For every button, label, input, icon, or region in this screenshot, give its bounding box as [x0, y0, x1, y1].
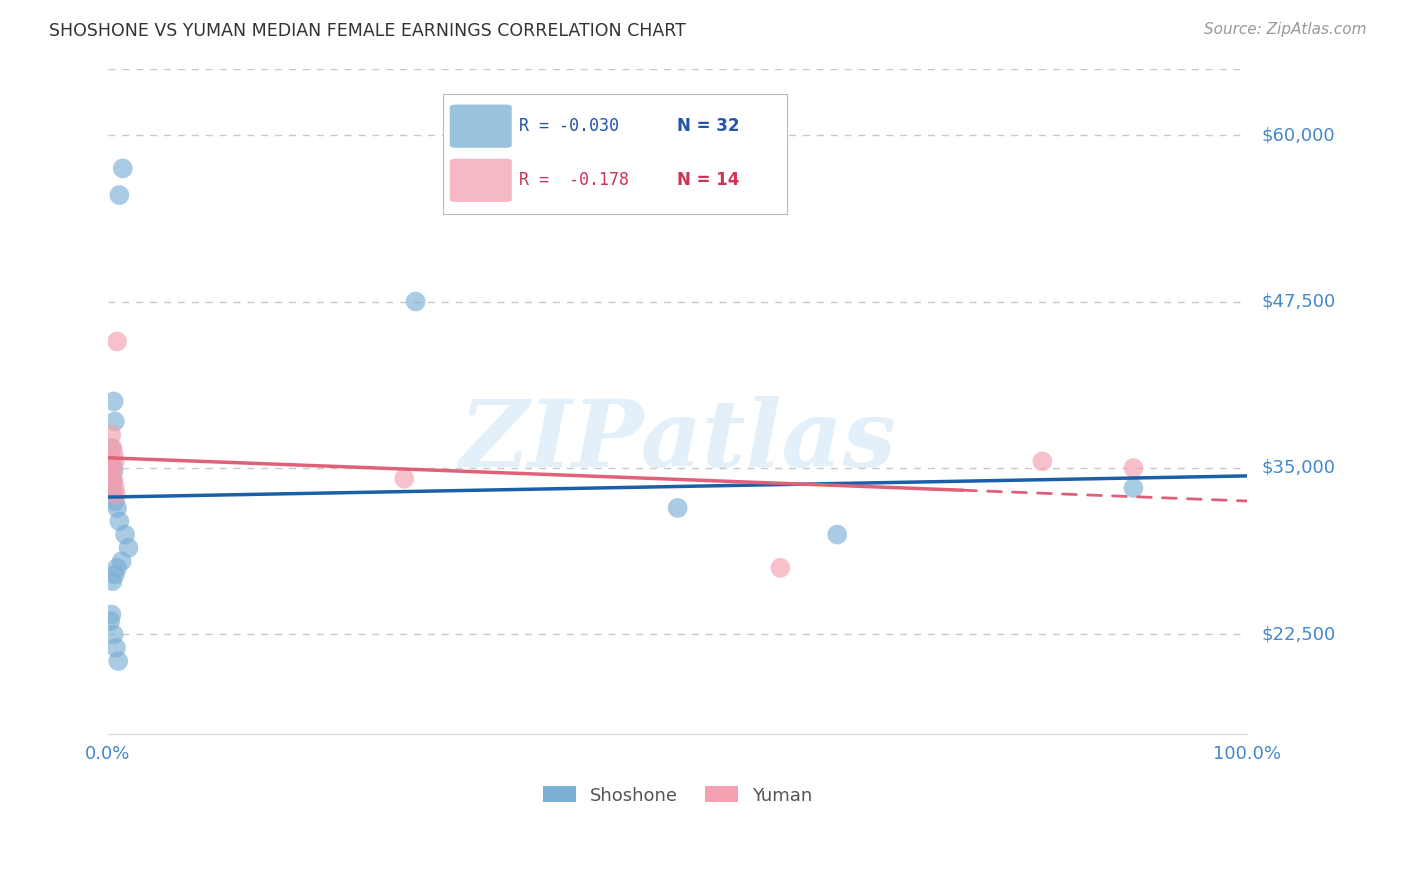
Point — [104, 640, 127, 655]
Text: Source: ZipAtlas.com: Source: ZipAtlas.com — [1204, 22, 1367, 37]
Point — [103, 394, 125, 409]
Point — [825, 527, 848, 541]
Point — [103, 475, 125, 489]
Point — [105, 561, 128, 575]
Point — [101, 574, 124, 589]
Point — [100, 427, 122, 442]
Point — [104, 567, 127, 582]
Text: R = -0.030: R = -0.030 — [519, 117, 619, 136]
Point — [104, 488, 127, 502]
Text: $60,000: $60,000 — [1261, 126, 1334, 145]
Text: $35,000: $35,000 — [1261, 459, 1336, 477]
Point — [103, 627, 125, 641]
FancyBboxPatch shape — [450, 159, 512, 202]
Point — [394, 472, 416, 486]
Point — [103, 488, 125, 502]
Point — [108, 188, 131, 202]
Point — [111, 554, 134, 568]
Point — [98, 454, 121, 468]
Point — [100, 461, 122, 475]
Point — [100, 607, 122, 622]
Point — [104, 481, 127, 495]
Point — [103, 464, 125, 478]
Point — [114, 527, 136, 541]
Point — [111, 161, 134, 176]
Point — [105, 500, 128, 515]
Text: ZIPatlas: ZIPatlas — [460, 396, 896, 486]
Point — [100, 481, 122, 495]
Point — [1122, 461, 1144, 475]
Point — [101, 475, 124, 489]
Point — [108, 514, 131, 528]
Text: N = 32: N = 32 — [678, 117, 740, 136]
Point — [1122, 481, 1144, 495]
Legend: Shoshone, Yuman: Shoshone, Yuman — [536, 779, 820, 812]
Point — [100, 472, 122, 486]
Text: N = 14: N = 14 — [678, 171, 740, 189]
Text: R =  -0.178: R = -0.178 — [519, 171, 628, 189]
Point — [104, 494, 127, 508]
Point — [98, 467, 121, 482]
Point — [1031, 454, 1053, 468]
Text: $47,500: $47,500 — [1261, 293, 1336, 310]
Point — [105, 334, 128, 349]
Point — [101, 458, 124, 473]
Point — [101, 467, 124, 482]
Point — [100, 441, 122, 455]
Point — [405, 294, 427, 309]
Text: $22,500: $22,500 — [1261, 625, 1336, 643]
Point — [107, 654, 129, 668]
Point — [769, 561, 792, 575]
Point — [101, 441, 124, 455]
Point — [98, 614, 121, 628]
FancyBboxPatch shape — [450, 104, 512, 148]
Point — [104, 414, 127, 428]
Text: SHOSHONE VS YUMAN MEDIAN FEMALE EARNINGS CORRELATION CHART: SHOSHONE VS YUMAN MEDIAN FEMALE EARNINGS… — [49, 22, 686, 40]
Point — [117, 541, 139, 555]
Point — [666, 500, 689, 515]
Point — [104, 454, 127, 468]
Point — [103, 448, 125, 462]
